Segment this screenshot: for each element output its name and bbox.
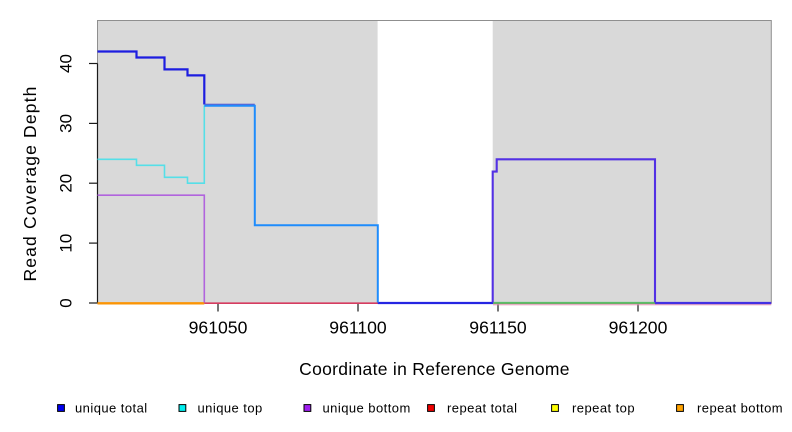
- svg-text:961150: 961150: [469, 318, 527, 338]
- svg-text:20: 20: [57, 174, 76, 193]
- svg-text:repeat total: repeat total: [447, 400, 517, 415]
- svg-text:40: 40: [57, 54, 76, 73]
- svg-text:10: 10: [57, 234, 76, 253]
- svg-text:0: 0: [57, 298, 76, 307]
- svg-text:Coordinate in Reference Genome: Coordinate in Reference Genome: [299, 359, 570, 379]
- svg-text:unique top: unique top: [198, 400, 263, 415]
- svg-text:Read Coverage Depth: Read Coverage Depth: [20, 86, 40, 282]
- svg-text:unique bottom: unique bottom: [323, 400, 411, 415]
- svg-text:repeat top: repeat top: [572, 400, 635, 415]
- svg-text:repeat bottom: repeat bottom: [697, 400, 783, 415]
- svg-text:961100: 961100: [329, 318, 387, 338]
- svg-text:961200: 961200: [609, 318, 668, 338]
- svg-text:30: 30: [57, 114, 76, 133]
- svg-text:961050: 961050: [189, 318, 248, 338]
- svg-text:unique total: unique total: [75, 400, 148, 415]
